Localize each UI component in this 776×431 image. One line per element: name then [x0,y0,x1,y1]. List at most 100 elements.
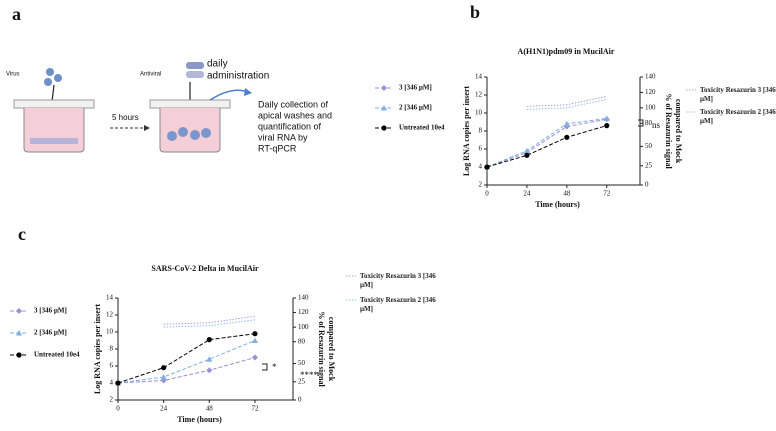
x-tick-label: 48 [563,190,571,198]
y-tick-label: 4 [479,163,483,171]
x-tick-label: 0 [116,405,120,413]
x-tick-label: 24 [523,190,531,198]
point [381,105,387,111]
legend-label: Toxicity Resazurin 3 [346 µM] [360,272,436,289]
y-axis-label: Log RNA copies per insert [93,304,102,394]
y2-tick-label: 50 [645,142,653,150]
x-tick-label: 72 [251,405,259,413]
series-line [486,117,607,168]
point [563,120,570,127]
y2-tick-label: 50 [298,359,306,367]
label: Antiviral [140,72,161,78]
y-tick-label: 10 [106,328,114,336]
point [603,115,610,121]
y-tick-label: 8 [479,127,483,135]
point [16,308,22,314]
legend-label: Toxicity Resazurin 2 [346 µM] [700,108,776,125]
x-tick-label: 0 [485,190,489,198]
panel-letter: b [470,2,480,22]
label: RT-qPCR [258,143,297,153]
y2-tick-label: 0 [645,181,649,189]
y-tick-label: 8 [110,345,114,353]
y-axis-label: Log RNA copies per insert [462,86,471,176]
y2-tick-label: 100 [645,103,656,111]
y2-tick-label: 80 [645,119,653,127]
diagram: Virus 5 hours Antiviral daily administra… [6,59,269,153]
chart-title: SARS-CoV-2 Delta in MucilAir [151,264,259,273]
label: apical washes and [258,110,332,120]
y-tick-label: 6 [479,145,483,153]
series-line [163,319,256,328]
bracket [262,363,268,371]
annotation: **** [300,370,319,380]
y2-tick-label: 25 [645,161,653,169]
y2-tick-label: 140 [645,73,656,81]
y2-tick-label: 120 [298,308,309,316]
point [484,164,490,170]
label: viral RNA by [258,132,308,142]
series-line [486,125,607,168]
y-tick-label: 10 [475,109,483,117]
label: 5 hours [112,113,139,122]
label: quantification of [258,121,322,131]
x-tick-label: 48 [206,405,214,413]
annotation: ns [652,120,661,130]
point [523,147,530,154]
legend-label: Toxicity Resazurin 3 [346 µM] [700,86,776,103]
point [16,330,22,336]
legend-label: Untreated 10e4 [34,351,80,359]
point [160,374,167,380]
label: Virus [6,72,20,78]
y-tick-label: 12 [106,311,114,319]
point [206,337,212,343]
y-tick-label: 2 [110,396,114,404]
legend-label: Toxicity Resazurin 2 [346 µM] [360,296,436,313]
legend-label: 2 [346 µM] [34,329,67,337]
point [252,331,258,337]
y-tick-label: 4 [110,379,114,387]
series-line [117,357,256,384]
panel-letter: c [18,224,26,244]
x-axis-label: Time (hours) [177,415,222,424]
point [381,85,387,91]
point [564,134,570,140]
point [115,380,121,386]
point [524,152,530,158]
legend-label: 2 [346 µM] [399,104,432,112]
x-tick-label: 24 [160,405,168,413]
point [206,367,213,374]
legend-label: 3 [346 µM] [399,84,432,92]
y-tick-label: 14 [106,294,114,302]
y-tick-label: 2 [479,181,483,189]
series-line [526,98,607,110]
y2-axis-label: compared to Mock [674,99,683,164]
y2-tick-label: 0 [298,396,302,404]
legend-label: 3 [346 µM] [34,307,67,315]
point [206,356,213,362]
series-line [163,315,256,325]
x-tick-label: 72 [603,190,611,198]
y2-axis-label: % of Resazurin signal [317,311,326,387]
bracket [638,119,644,127]
point [16,352,22,358]
panel-letter: a [12,4,21,24]
label: daily [207,59,228,70]
y2-tick-label: 80 [298,337,306,345]
y-tick-label: 12 [475,91,483,99]
point [251,354,258,361]
chart-title: A(H1N1)pdm09 in MucilAir [518,47,615,56]
y2-tick-label: 120 [645,88,656,96]
point [161,365,167,371]
label: administration [207,71,269,82]
series-line [486,118,607,168]
legend-label: Untreated 10e4 [399,124,445,132]
series-line [117,333,256,384]
annotation: * [272,362,277,372]
point [604,123,610,129]
point [251,337,258,343]
point [381,125,387,131]
y-tick-label: 14 [475,73,483,81]
x-axis-label: Time (hours) [535,200,580,209]
